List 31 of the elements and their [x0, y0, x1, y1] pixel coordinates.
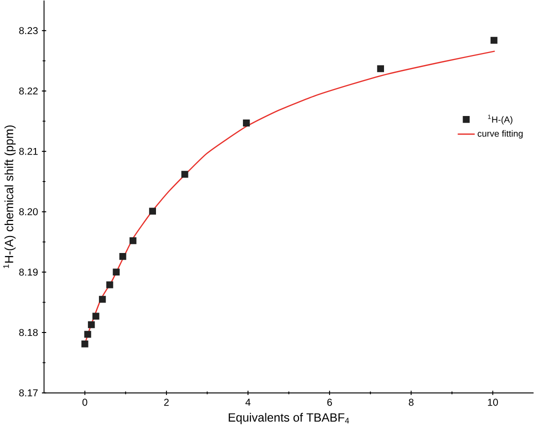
- y-axis-title: $^{1}$H-(A) chemical shift (ppm): [3, 125, 16, 268]
- point: [149, 208, 156, 214]
- y-tick-label: 8.18: [19, 328, 38, 336]
- point: [377, 65, 384, 72]
- point: [119, 252, 126, 260]
- y-tick-label: 8.19: [19, 268, 38, 276]
- point: [81, 340, 88, 348]
- x-tick-label: 10: [488, 398, 498, 406]
- x-tick-label: 2: [164, 398, 169, 406]
- point: [181, 170, 188, 178]
- point: [106, 281, 114, 288]
- point: [490, 36, 498, 44]
- legend-label: $^{1}$H-(A): [488, 114, 512, 124]
- legend-label: curve fitting: [478, 130, 523, 138]
- y-tick-label: 8.20: [19, 208, 38, 216]
- point: [98, 296, 106, 303]
- x-axis-title: Equivalents of TBABF$_{4}$: [228, 412, 350, 424]
- point: [130, 237, 136, 244]
- y-tick-label: 8.23: [19, 26, 38, 34]
- y-tick-label: 8.17: [19, 389, 38, 396]
- y-tick-label: 8.21: [19, 148, 38, 155]
- x-tick-label: 0: [82, 398, 88, 406]
- x-tick-label: 8: [408, 398, 414, 406]
- y-tick-label: 8.22: [19, 87, 38, 94]
- point: [84, 330, 92, 338]
- point: [92, 312, 100, 320]
- point: [242, 119, 250, 126]
- point: [88, 321, 95, 328]
- point: [112, 268, 120, 276]
- x-tick-label: 4: [245, 398, 250, 406]
- x-tick-label: 6: [327, 398, 332, 406]
